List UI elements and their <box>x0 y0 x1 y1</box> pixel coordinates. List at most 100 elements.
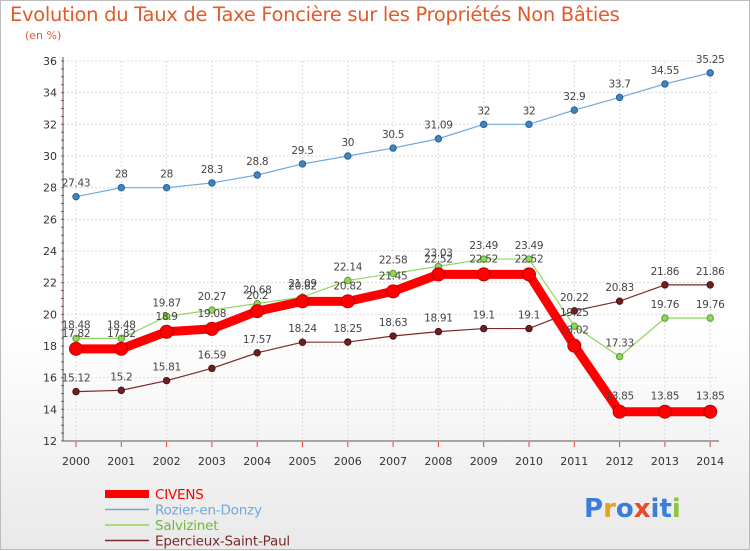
data-label-rozier-en-donzy: 33.7 <box>609 78 631 90</box>
data-point-rozier-en-donzy <box>344 152 352 160</box>
data-point-epercieux-saint-paul <box>389 332 397 340</box>
data-label-epercieux-saint-paul: 15.12 <box>62 373 91 385</box>
data-point-civens <box>657 404 672 419</box>
data-label-rozier-en-donzy: 35.25 <box>696 54 725 66</box>
data-point-salvizinet <box>706 314 714 322</box>
legend-label: Rozier-en-Donzy <box>155 503 262 519</box>
data-point-rozier-en-donzy <box>434 135 443 143</box>
data-label-epercieux-saint-paul: 18.91 <box>424 313 453 325</box>
data-point-civens <box>476 267 491 282</box>
data-label-rozier-en-donzy: 30 <box>341 137 354 149</box>
data-point-civens <box>567 338 582 353</box>
data-label-civens: 17.82 <box>107 328 136 340</box>
legend-item-rozier-en-donzy: Rozier-en-Donzy <box>105 503 262 519</box>
data-point-rozier-en-donzy <box>389 144 397 152</box>
data-point-epercieux-saint-paul <box>117 386 126 395</box>
data-label-civens: 13.85 <box>605 391 634 403</box>
y-tick-label: 24 <box>43 245 57 258</box>
data-point-epercieux-saint-paul <box>344 338 352 346</box>
data-point-civens <box>204 321 219 336</box>
x-tick-label: 2008 <box>424 455 452 468</box>
x-tick-label: 2004 <box>243 455 271 468</box>
y-tick-label: 34 <box>43 87 57 100</box>
legend-label: Epercieux-Saint-Paul <box>155 534 290 550</box>
data-label-salvizinet: 18.48 <box>62 319 91 331</box>
data-label-rozier-en-donzy: 28 <box>160 169 173 181</box>
x-tick-label: 2013 <box>651 455 679 468</box>
data-point-civens <box>522 267 536 282</box>
data-point-salvizinet <box>570 322 578 330</box>
data-label-rozier-en-donzy: 27.43 <box>62 178 91 190</box>
data-label-epercieux-saint-paul: 19.1 <box>473 310 495 322</box>
data-point-rozier-en-donzy <box>661 80 669 88</box>
brand-letter: i <box>672 494 681 524</box>
x-tick-label: 2009 <box>470 455 498 468</box>
data-point-epercieux-saint-paul <box>208 364 216 373</box>
x-tick-label: 2014 <box>696 455 724 468</box>
y-tick-label: 36 <box>43 55 57 68</box>
data-label-salvizinet: 20.68 <box>243 285 272 297</box>
data-label-salvizinet: 23.49 <box>515 240 544 252</box>
data-point-epercieux-saint-paul <box>661 281 669 289</box>
data-label-epercieux-saint-paul: 21.86 <box>651 266 680 278</box>
x-tick-label: 2003 <box>198 455 226 468</box>
legend-item-epercieux-saint-paul: Epercieux-Saint-Paul <box>105 534 290 550</box>
data-point-rozier-en-donzy <box>615 93 624 102</box>
data-label-civens: 21.45 <box>379 270 408 282</box>
data-label-salvizinet: 19.76 <box>651 299 680 311</box>
data-point-rozier-en-donzy <box>480 120 488 129</box>
data-label-rozier-en-donzy: 31.09 <box>424 120 453 132</box>
chart-title: Evolution du Taux de Taxe Foncière sur l… <box>10 3 620 26</box>
legend-item-salvizinet: Salvizinet <box>105 518 219 534</box>
data-label-rozier-en-donzy: 28 <box>115 169 128 181</box>
data-point-epercieux-saint-paul <box>525 324 533 333</box>
data-label-civens: 13.85 <box>696 391 725 403</box>
data-point-civens <box>295 294 310 309</box>
x-tick-label: 2006 <box>334 455 362 468</box>
x-tick-label: 2000 <box>62 455 90 468</box>
data-label-epercieux-saint-paul: 16.59 <box>198 349 227 361</box>
data-label-civens: 18.9 <box>156 311 178 323</box>
data-label-epercieux-saint-paul: 19.1 <box>518 310 540 322</box>
brand-letter: i <box>651 494 660 524</box>
data-label-epercieux-saint-paul: 15.81 <box>152 362 181 374</box>
data-label-salvizinet: 22.14 <box>334 261 363 273</box>
data-point-civens <box>386 284 401 299</box>
data-label-salvizinet: 17.33 <box>605 338 634 350</box>
data-point-civens <box>703 404 718 419</box>
x-tick-label: 2002 <box>153 455 181 468</box>
data-point-salvizinet <box>344 276 352 285</box>
data-label-epercieux-saint-paul: 18.25 <box>334 323 363 335</box>
data-point-salvizinet <box>389 269 397 278</box>
data-label-epercieux-saint-paul: 21.86 <box>696 266 725 278</box>
data-point-epercieux-saint-paul <box>434 327 443 336</box>
data-label-salvizinet: 19.87 <box>152 297 181 309</box>
data-label-civens: 20.2 <box>246 290 268 302</box>
data-label-salvizinet: 23.03 <box>424 247 453 259</box>
data-label-salvizinet: 22.58 <box>379 254 408 266</box>
x-tick-label: 2005 <box>289 455 317 468</box>
data-point-civens <box>340 294 355 309</box>
data-point-epercieux-saint-paul <box>480 324 488 333</box>
legend-item-civens: CIVENS <box>105 487 204 503</box>
data-point-salvizinet <box>117 334 126 343</box>
series-points <box>69 69 718 419</box>
data-label-civens: 13.85 <box>651 391 680 403</box>
data-label-rozier-en-donzy: 32 <box>523 105 536 117</box>
x-tick-label: 2012 <box>606 455 634 468</box>
y-tick-label: 14 <box>43 403 57 416</box>
chart-subtitle: (en %) <box>25 29 62 42</box>
data-point-civens <box>69 341 83 356</box>
data-point-rozier-en-donzy <box>72 192 80 201</box>
data-point-rozier-en-donzy <box>570 106 578 114</box>
data-label-salvizinet: 23.49 <box>469 240 498 252</box>
data-label-rozier-en-donzy: 28.8 <box>246 156 268 168</box>
legend: CIVENSRozier-en-DonzySalvizinetEpercieux… <box>105 487 290 550</box>
data-point-salvizinet <box>661 314 669 322</box>
brand-text: Proxiti <box>584 494 681 524</box>
data-label-salvizinet: 18.48 <box>107 319 136 331</box>
data-point-epercieux-saint-paul <box>162 376 171 385</box>
data-label-rozier-en-donzy: 32 <box>477 105 490 117</box>
data-label-epercieux-saint-paul: 20.83 <box>605 282 634 294</box>
data-label-civens: 22.52 <box>469 253 498 265</box>
